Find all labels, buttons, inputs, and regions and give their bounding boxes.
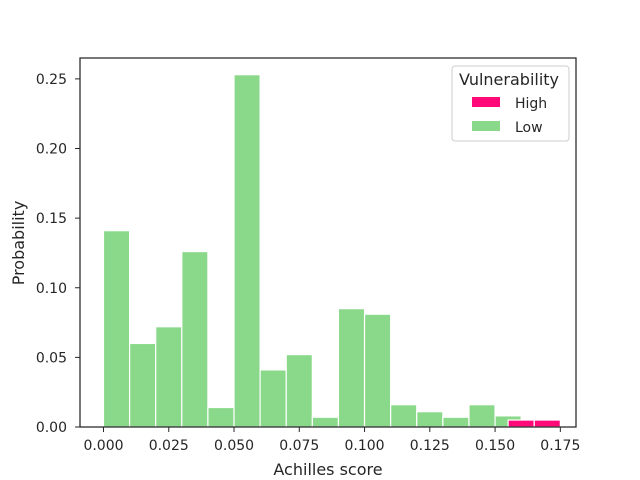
legend-label-high: High xyxy=(515,96,547,112)
bar-low-11 xyxy=(390,404,418,428)
x-tick-label: 0.075 xyxy=(279,438,319,454)
bar-low-5 xyxy=(233,74,261,428)
legend-label-low: Low xyxy=(515,120,543,136)
bar-low-3 xyxy=(181,250,209,428)
bar-low-12 xyxy=(416,411,444,428)
bar-low-8 xyxy=(311,416,340,428)
x-tick-label: 0.125 xyxy=(410,438,450,454)
legend-swatch-low xyxy=(472,121,500,131)
legend: Vulnerability High Low xyxy=(451,65,570,142)
bar-low-14 xyxy=(468,404,496,428)
bar-low-13 xyxy=(442,416,470,428)
bar-low-10 xyxy=(363,313,392,428)
x-tick-label: 0.050 xyxy=(214,438,254,454)
y-tick-label: 0.20 xyxy=(36,142,67,158)
y-axis-label: Probability xyxy=(9,201,28,286)
bar-low-9 xyxy=(337,308,366,428)
y-tick-label: 0.15 xyxy=(36,211,67,227)
bar-low-0 xyxy=(102,230,131,428)
x-tick-label: 0.150 xyxy=(475,438,515,454)
x-tick-label: 0.025 xyxy=(149,438,189,454)
bar-low-7 xyxy=(285,353,313,428)
x-tick-label: 0.175 xyxy=(540,438,580,454)
bars-layer xyxy=(102,74,561,428)
bar-low-2 xyxy=(155,326,183,428)
bar-low-1 xyxy=(129,342,157,428)
x-tick-label: 0.000 xyxy=(83,438,123,454)
bar-low-4 xyxy=(207,406,235,428)
y-tick-label: 0.25 xyxy=(36,72,67,88)
bar-high-0 xyxy=(507,419,535,428)
plot-frame xyxy=(79,57,577,428)
y-tick-label: 0.05 xyxy=(36,350,67,366)
bar-low-6 xyxy=(259,369,287,428)
legend-title: Vulnerability xyxy=(459,70,559,89)
y-tick-label: 0.10 xyxy=(36,281,67,297)
y-axis-ticks: 0.00 0.05 0.10 0.15 0.20 0.25 xyxy=(36,72,80,436)
bar-high-1 xyxy=(533,419,561,428)
y-tick-label: 0.00 xyxy=(36,420,67,436)
legend-swatch-high xyxy=(472,97,500,107)
x-tick-label: 0.100 xyxy=(345,438,385,454)
x-axis-label: Achilles score xyxy=(273,460,382,479)
x-axis-ticks: 0.000 0.025 0.050 0.075 0.100 0.125 0.150 0.175 xyxy=(83,427,580,454)
